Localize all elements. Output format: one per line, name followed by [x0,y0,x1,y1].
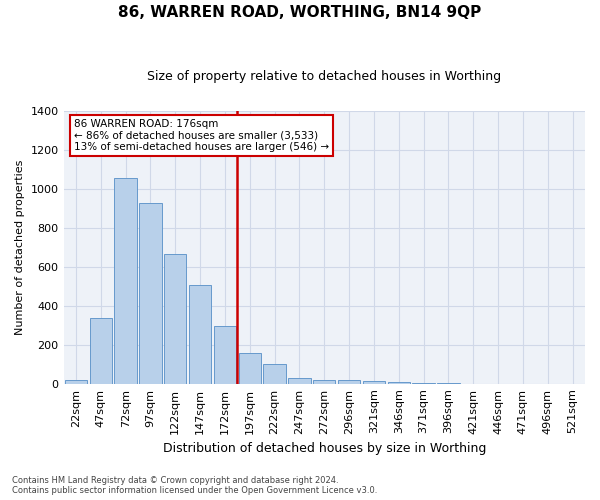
Bar [164,254,187,384]
Bar [263,364,286,384]
Bar [363,381,385,384]
Bar [338,380,360,384]
Bar [437,383,460,384]
Text: 86 WARREN ROAD: 176sqm
← 86% of detached houses are smaller (3,533)
13% of semi-: 86 WARREN ROAD: 176sqm ← 86% of detached… [74,118,329,152]
Y-axis label: Number of detached properties: Number of detached properties [15,160,25,335]
Text: 86, WARREN ROAD, WORTHING, BN14 9QP: 86, WARREN ROAD, WORTHING, BN14 9QP [118,5,482,20]
Bar [115,178,137,384]
X-axis label: Distribution of detached houses by size in Worthing: Distribution of detached houses by size … [163,442,486,455]
Bar [288,378,311,384]
Title: Size of property relative to detached houses in Worthing: Size of property relative to detached ho… [147,70,502,83]
Bar [139,203,161,384]
Bar [412,382,435,384]
Bar [239,354,261,384]
Bar [313,380,335,384]
Bar [388,382,410,384]
Text: Contains HM Land Registry data © Crown copyright and database right 2024.
Contai: Contains HM Land Registry data © Crown c… [12,476,377,495]
Bar [89,318,112,384]
Bar [214,326,236,384]
Bar [65,380,87,384]
Bar [189,285,211,384]
